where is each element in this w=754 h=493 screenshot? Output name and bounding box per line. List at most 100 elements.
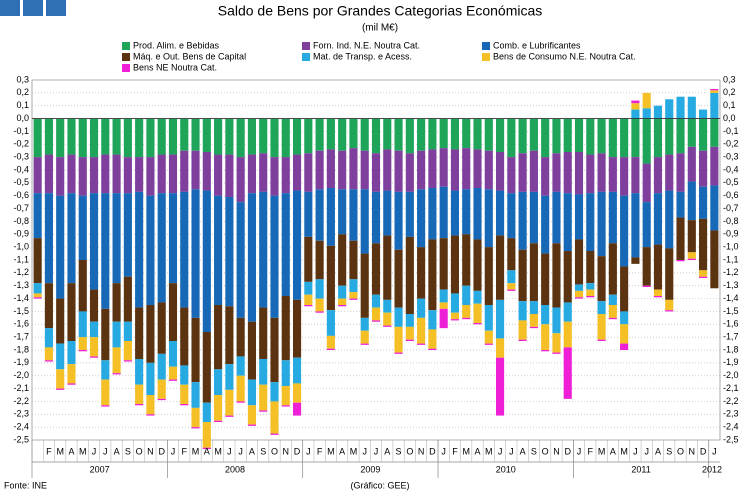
y-tick-label: -0,2 — [13, 139, 29, 149]
x-tick-label: F — [452, 446, 458, 456]
x-tick-label: J — [633, 446, 638, 456]
year-label: 2009 — [360, 464, 380, 474]
bar-segment — [428, 188, 437, 240]
bar-segment — [225, 415, 234, 417]
bar-segment — [620, 266, 629, 312]
x-tick-label: O — [677, 446, 684, 456]
bar-segment — [462, 285, 471, 305]
bar-segment — [180, 307, 189, 366]
bar-segment — [270, 157, 279, 196]
y2-tick-label: -1,9 — [723, 357, 739, 367]
bar-segment — [552, 118, 561, 154]
legend-label: Mat. de Transp. e Acess. — [313, 51, 412, 61]
bar-segment — [259, 118, 268, 154]
bar-segment — [315, 240, 324, 280]
bar-segment — [518, 320, 527, 340]
bar-segment — [710, 92, 719, 119]
bar-segment — [33, 157, 42, 194]
bar-segment — [676, 96, 685, 119]
x-tick-label: J — [171, 446, 176, 456]
bar-segment — [529, 243, 538, 302]
bar-segment — [101, 308, 110, 361]
bar-segment — [101, 379, 110, 406]
bar-segment — [349, 240, 358, 280]
bar-segment — [450, 319, 460, 321]
bar-segment — [191, 382, 200, 408]
bar-segment — [157, 379, 166, 399]
bar-segment — [665, 299, 674, 311]
x-tick-label: S — [125, 446, 131, 456]
bar-segment — [529, 118, 538, 151]
y2-tick-label: -1,5 — [723, 306, 739, 316]
bar-segment — [315, 118, 324, 151]
bar-segment — [157, 193, 166, 303]
bar-segment — [428, 348, 437, 350]
y2-tick-label: -1,6 — [723, 319, 739, 329]
bar-segment — [484, 305, 493, 331]
bar-segment — [552, 307, 561, 334]
bar-segment — [597, 256, 606, 302]
bar-segment — [89, 118, 99, 158]
bar-segment — [168, 193, 178, 284]
bar-segment — [518, 301, 527, 321]
bar-segment — [78, 118, 87, 158]
legend-label: Máq. e Out. Bens de Capital — [133, 51, 246, 61]
bar-segment — [462, 118, 471, 149]
y-tick-label: -1,5 — [13, 306, 29, 316]
bar-segment — [439, 148, 448, 187]
bar-segment — [112, 321, 121, 348]
y2-tick-label: -0,8 — [723, 216, 739, 226]
x-tick-label: M — [192, 446, 200, 456]
bar-segment — [202, 190, 211, 332]
bar-segment — [383, 325, 392, 327]
bar-segment — [473, 188, 482, 240]
bar-segment — [405, 118, 414, 154]
bar-segment — [699, 218, 708, 271]
bar-segment — [439, 118, 448, 149]
bar-segment — [33, 118, 42, 158]
bar-segment — [541, 350, 550, 352]
bar-segment — [631, 118, 640, 158]
bar-segment — [574, 152, 584, 195]
legend-swatch — [302, 42, 310, 50]
bar-segment — [292, 118, 302, 155]
bar-segment — [563, 347, 572, 399]
bar-segment — [450, 190, 460, 236]
bar-segment — [450, 118, 460, 150]
bar-segment — [417, 317, 426, 344]
bar-segment — [191, 407, 200, 428]
bar-segment — [484, 118, 493, 151]
x-tick-label: F — [317, 446, 323, 456]
bar-segment — [405, 326, 414, 340]
bar-segment — [653, 157, 663, 194]
bar-segment — [304, 153, 313, 192]
bar-segment — [676, 191, 685, 218]
bar-segment — [168, 283, 178, 341]
bar-segment — [394, 150, 403, 192]
bar-segment — [507, 270, 516, 284]
bar-segment — [473, 118, 482, 150]
x-tick-label: M — [462, 446, 470, 456]
bar-segment — [315, 279, 324, 299]
bar-segment — [304, 305, 313, 307]
bar-segment — [383, 299, 392, 313]
y2-tick-label: -1,2 — [723, 267, 739, 277]
bar-segment — [214, 395, 223, 421]
bar-segment — [168, 379, 178, 381]
bar-segment — [428, 329, 437, 349]
bar-segment — [653, 244, 663, 290]
bar-segment — [180, 365, 189, 385]
bar-segment — [371, 153, 381, 192]
bar-segment — [123, 360, 132, 362]
bar-segment — [586, 251, 595, 284]
y2-tick-label: -1,8 — [723, 344, 739, 354]
bar-segment — [563, 321, 572, 348]
bar-segment — [473, 239, 482, 291]
bar-segment — [281, 360, 290, 386]
bar-segment — [450, 293, 460, 313]
bar-segment — [699, 109, 708, 119]
legend-label: Bens de Consumo N.E. Noutra Cat. — [493, 51, 636, 61]
bar-segment — [247, 424, 256, 426]
bar-segment — [326, 149, 335, 188]
bar-segment — [529, 314, 538, 327]
